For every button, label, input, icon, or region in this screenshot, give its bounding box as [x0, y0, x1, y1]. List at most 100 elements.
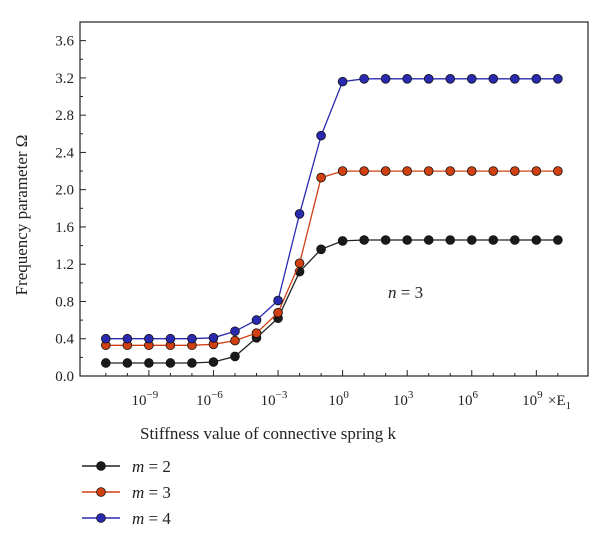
- data-point: [531, 74, 542, 84]
- legend-label: m = 3: [132, 483, 171, 502]
- x-axis-title: Stiffness value of connective spring k: [140, 424, 397, 443]
- x-axis-title-text: Stiffness value of connective spring k: [140, 424, 397, 443]
- data-point: [316, 130, 326, 141]
- data-point: [273, 307, 283, 318]
- data-point: [144, 358, 154, 368]
- x-axis: 10−9 10−6 10−3 100 103 106 109: [105, 370, 559, 409]
- data-point: [294, 209, 305, 219]
- x-tick-label: 109: [522, 389, 543, 409]
- legend-item: m = 2: [82, 457, 171, 476]
- x-tick-label: 106: [458, 389, 479, 409]
- data-point: [402, 235, 412, 245]
- data-point: [488, 166, 499, 176]
- data-point: [337, 76, 348, 87]
- data-point: [316, 244, 326, 255]
- legend: m = 2 m = 3 m = 4: [82, 457, 171, 528]
- data-point: [445, 74, 456, 84]
- data-point: [165, 358, 176, 368]
- data-point: [144, 333, 154, 344]
- data-point: [466, 235, 477, 245]
- data-point: [510, 166, 520, 176]
- series-layer: [101, 74, 563, 368]
- x-unit-label: ×E1: [548, 393, 571, 412]
- x-tick-label: 10−3: [261, 389, 288, 409]
- data-point: [380, 74, 391, 84]
- data-point: [251, 315, 262, 325]
- y-tick-label: 1.2: [55, 257, 74, 273]
- data-point: [423, 235, 434, 245]
- data-point: [230, 326, 240, 337]
- data-point: [230, 335, 240, 346]
- data-point: [337, 236, 348, 246]
- data-point: [101, 358, 111, 368]
- data-point: [466, 74, 477, 84]
- data-point: [488, 74, 499, 84]
- data-point: [445, 166, 456, 176]
- legend-item: m = 4: [82, 509, 171, 528]
- data-point: [337, 166, 348, 176]
- data-point: [359, 74, 369, 84]
- x-tick-label: 10−6: [196, 389, 223, 409]
- data-point: [316, 172, 326, 183]
- data-point: [187, 333, 197, 344]
- data-point: [510, 74, 520, 84]
- data-point: [402, 74, 412, 84]
- data-point: [187, 358, 197, 368]
- series-3: [101, 166, 563, 351]
- data-point: [251, 328, 262, 338]
- y-tick-label: 0.8: [55, 294, 74, 310]
- data-point: [553, 235, 563, 245]
- x-tick-label: 103: [393, 389, 414, 409]
- y-tick-label: 0.0: [55, 369, 74, 385]
- plot-frame: [79, 21, 589, 377]
- y-tick-label: 2.4: [55, 145, 74, 161]
- data-point: [208, 357, 219, 367]
- data-point: [122, 333, 133, 344]
- series-2: [101, 235, 563, 368]
- legend-marker: [96, 461, 106, 471]
- legend-label: m = 4: [132, 509, 171, 528]
- y-tick-label: 3.2: [55, 71, 74, 87]
- legend-item: m = 3: [82, 483, 171, 502]
- data-point: [208, 333, 219, 343]
- series-line: [105, 78, 558, 340]
- series-line: [105, 239, 558, 364]
- y-tick-label: 2.0: [55, 183, 74, 199]
- x-tick-label: 10−9: [132, 389, 159, 409]
- data-point: [445, 235, 456, 245]
- data-point: [510, 235, 520, 245]
- data-point: [466, 166, 477, 176]
- data-point: [359, 235, 369, 245]
- series-line: [105, 170, 558, 346]
- data-point: [359, 166, 369, 176]
- legend-label: m = 2: [132, 457, 171, 476]
- data-point: [273, 295, 283, 306]
- annotation-n: n = 3: [388, 283, 423, 302]
- data-point: [101, 333, 111, 344]
- legend-marker: [96, 487, 106, 497]
- data-point: [488, 235, 499, 245]
- data-point: [531, 166, 542, 176]
- data-point: [230, 351, 240, 362]
- y-tick-label: 0.4: [55, 332, 74, 348]
- data-point: [380, 235, 391, 245]
- data-point: [531, 235, 542, 245]
- data-point: [423, 166, 434, 176]
- x-tick-label: 100: [328, 389, 349, 409]
- data-point: [122, 358, 133, 368]
- plot-area: [79, 21, 589, 377]
- data-point: [380, 166, 391, 176]
- y-tick-label: 2.8: [55, 108, 74, 124]
- y-tick-label: 1.6: [55, 220, 74, 236]
- data-point: [294, 258, 305, 269]
- series-4: [101, 74, 563, 344]
- data-point: [553, 74, 563, 84]
- data-point: [423, 74, 434, 84]
- data-point: [402, 166, 412, 176]
- y-axis-title: Frequency parameter Ω: [12, 135, 31, 296]
- data-point: [553, 166, 563, 176]
- y-tick-label: 3.6: [55, 34, 74, 50]
- data-point: [165, 333, 176, 344]
- y-axis: 0.0 0.4 0.8 1.2 1.6 2.0 2.4 2.8 3.2 3.6: [55, 34, 86, 385]
